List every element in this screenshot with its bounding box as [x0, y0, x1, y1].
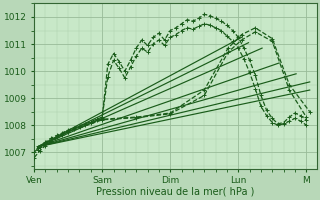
X-axis label: Pression niveau de la mer( hPa ): Pression niveau de la mer( hPa )	[96, 187, 254, 197]
